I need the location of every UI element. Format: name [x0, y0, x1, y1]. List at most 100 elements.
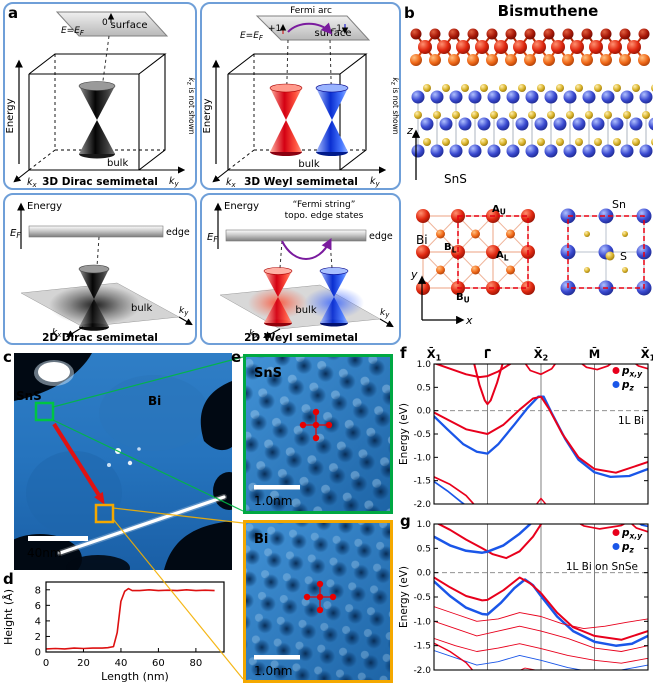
energy-tick: -1.0 — [413, 453, 431, 463]
energy-tick: -1.5 — [413, 477, 431, 487]
sns-label: SnS — [254, 366, 282, 381]
dirac-cone — [78, 81, 116, 159]
bulk-label: bulk — [131, 303, 152, 314]
k-point-label: X̄1 — [427, 346, 442, 363]
subpanel-title: 3D Weyl semimetal — [244, 176, 358, 188]
k-point-label: X̄1 — [641, 346, 653, 363]
panel-2d-weyl: Energy “Fermi string” topo. edge states … — [200, 193, 401, 345]
fermi-string-curve — [281, 238, 332, 260]
legend-dot — [612, 529, 620, 536]
kx-axis-label: kx — [249, 329, 259, 340]
k-point-label: X̄2 — [534, 346, 548, 363]
scale-bar-label: 1.0nm — [254, 664, 292, 678]
energy-tick: 1.0 — [417, 520, 432, 530]
y-tick: 6 — [35, 601, 41, 612]
bi-label: Bi — [416, 233, 428, 247]
ef-label: EF — [10, 228, 21, 240]
fermi-string-label-1: “Fermi string” — [293, 200, 356, 210]
x-tick: 0 — [43, 658, 49, 669]
bulk-label: bulk — [107, 158, 128, 169]
3d-weyl-figure: surface Fermi arc +1 -1 E=EF Energy bulk… — [202, 6, 400, 189]
ky-axis-label: ky — [169, 176, 180, 188]
energy-tick: 0.5 — [417, 544, 431, 554]
chirality-minus-label: -1 — [333, 24, 342, 34]
bulk-label: bulk — [295, 305, 316, 316]
legend-label: px,y — [621, 365, 643, 379]
ky-axis-arrow — [178, 316, 193, 326]
x-axis-label: Length (nm) — [101, 670, 169, 683]
adatom — [137, 447, 141, 451]
panel-3d-weyl: surface Fermi arc +1 -1 E=EF Energy bulk… — [200, 2, 401, 190]
ky-axis-arrow — [379, 318, 394, 328]
legend-dot — [612, 367, 620, 374]
sns-label: SnS — [444, 172, 467, 186]
fermi-string-label-2: topo. edge states — [285, 211, 364, 221]
x-tick: 40 — [115, 658, 128, 669]
x-tick: 60 — [152, 658, 165, 669]
panel-label-b: b — [404, 4, 415, 22]
scale-bar — [28, 536, 88, 541]
projection-dashed-line — [285, 39, 289, 119]
projection-dashed-line — [329, 39, 333, 119]
terrace-shade — [99, 375, 209, 451]
energy-axis-label: Energy — [27, 201, 62, 212]
energy-axis-label: Energy (eV) — [398, 403, 410, 465]
energy-tick: 0.0 — [417, 569, 432, 579]
legend-dot — [612, 381, 620, 388]
bi-label: Bi — [254, 532, 268, 547]
weyl-cone-red-2d — [263, 267, 293, 327]
weyl-cone-red — [269, 83, 303, 156]
sn-label: Sn — [612, 198, 626, 211]
kz-note: kz is not shown — [186, 77, 196, 134]
2d-dirac-figure: Energy EF edge bulk ky kx 2D Dirac semim… — [10, 201, 193, 344]
site-bl-label: BL — [444, 242, 457, 255]
energy-tick: -0.5 — [413, 593, 431, 603]
surface-plane — [255, 15, 371, 41]
adatom — [127, 460, 133, 466]
atom-artwork — [410, 28, 653, 296]
legend-label: px,y — [621, 527, 643, 541]
fermi-level-bar — [28, 225, 164, 238]
y-tick: 2 — [35, 632, 41, 643]
bismuthene-title: Bismuthene — [498, 2, 599, 20]
x-axis-label: x — [465, 314, 473, 327]
fermi-arc-curve — [287, 22, 333, 35]
energy-tick: -1.5 — [413, 642, 431, 652]
3d-dirac-figure: surface E=EF 0 Energy bulk ky kx kz is n… — [5, 11, 196, 189]
height-profile-curve — [45, 587, 215, 650]
weyl-cone-blue — [315, 83, 349, 156]
kx-axis-label: kx — [52, 328, 62, 339]
stm-sns-lattice: SnS 1.0nm — [246, 357, 390, 511]
energy-tick: 1.0 — [417, 360, 432, 370]
subpanel-title: 2D Weyl semimetal — [244, 332, 358, 343]
legend-dot — [612, 543, 620, 550]
energy-axis-label: Energy — [5, 98, 16, 133]
kx-axis-arrow — [212, 169, 229, 183]
band-structure-1l-bi: 1.0 0.5 0.0 -0.5 -1.0 -1.5 -2.0 X̄1 Γ̄ X̄2 M̄ X̄1 px… — [398, 346, 653, 510]
height-profile-chart: 0 20 40 60 80 0 2 4 6 8 Length (nm) Height (Å) — [2, 581, 225, 683]
energy-axis-label: Energy — [224, 201, 259, 212]
y-axis-label: y — [410, 268, 418, 281]
k-point-label: Γ̄ — [484, 347, 492, 361]
scale-bar — [254, 655, 300, 660]
site-al-label: AL — [496, 250, 509, 263]
z-axis-label: z — [406, 124, 413, 137]
scale-bar — [254, 485, 300, 490]
kx-axis-arrow — [66, 326, 84, 338]
energy-axis-label: Energy (eV) — [398, 566, 410, 628]
legend-label: pz — [621, 541, 635, 555]
ky-axis-label: ky — [380, 308, 390, 319]
energy-tick: 0.0 — [417, 407, 432, 417]
vacancy-dark-region — [14, 534, 82, 570]
subpanel-title: 3D Dirac semimetal — [42, 176, 158, 188]
panel-label-f: f — [400, 344, 407, 362]
site-bu-label: BU — [456, 292, 470, 305]
dirac-cone-2d — [78, 264, 110, 331]
x-tick: 80 — [190, 658, 203, 669]
band-structure-1l-bi-on-snse: 1.0 0.5 0.0 -0.5 -1.0 -1.5 -2.0 px,ypz 1L Bi on … — [398, 520, 649, 676]
panel-label-d: d — [3, 570, 14, 588]
unit-cell-atoms — [299, 408, 333, 442]
chirality-zero-label: 0 — [102, 18, 108, 28]
energy-tick: 0.5 — [417, 383, 431, 393]
band-curves — [434, 524, 648, 670]
